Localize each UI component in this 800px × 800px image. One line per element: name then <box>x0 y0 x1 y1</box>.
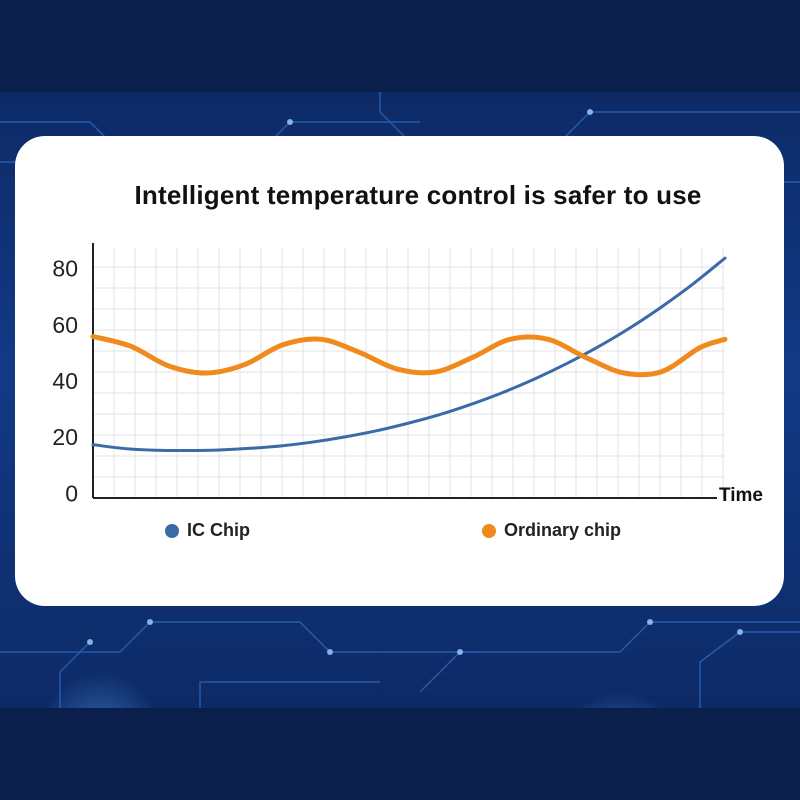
chart-title: Intelligent temperature control is safer… <box>134 180 702 210</box>
legend-marker-ic-chip <box>165 523 179 538</box>
x-axis-label: Time <box>719 485 763 506</box>
y-tick-label: 20 <box>52 424 78 450</box>
legend-item-ic-chip: IC Chip <box>165 520 250 541</box>
legend-label-ic-chip: IC Chip <box>187 520 250 540</box>
legend-item-ordinary-chip: Ordinary chip <box>482 520 621 541</box>
series-line-ordinary-chip <box>90 333 728 378</box>
y-tick-label: 0 <box>65 480 78 506</box>
y-tick-label: 80 <box>52 256 78 282</box>
y-tick-label: 60 <box>52 312 78 338</box>
legend-label-ordinary-chip: Ordinary chip <box>504 520 622 540</box>
y-tick-label: 40 <box>52 368 78 394</box>
legend-marker-ordinary-chip <box>482 523 496 538</box>
series-line-ic-chip <box>91 256 727 453</box>
